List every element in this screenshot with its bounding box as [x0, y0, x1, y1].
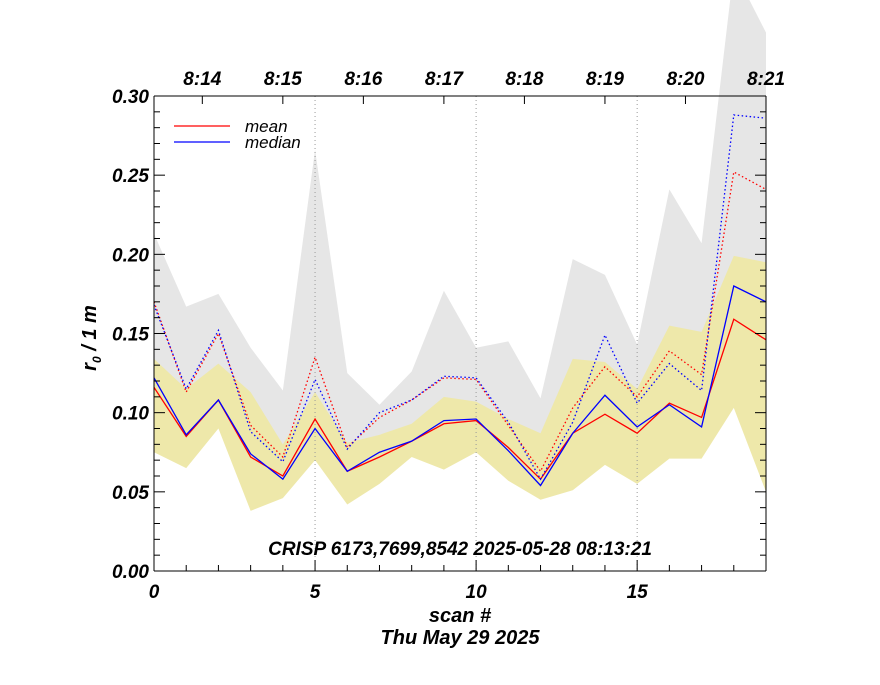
y-axis-label-unit: / 1 m — [79, 305, 101, 356]
bands-layer — [154, 0, 766, 511]
y-tick-label: 0.20 — [112, 245, 149, 266]
y-axis-label: r0 / 1 m — [79, 305, 104, 371]
x-tick-label: 5 — [310, 582, 321, 603]
band-1 — [154, 255, 766, 511]
x-tick-label: 10 — [466, 582, 488, 603]
time-tick-label: 8:18 — [505, 69, 543, 90]
y-tick-label: 0.05 — [112, 483, 149, 504]
time-tick-label: 8:16 — [344, 69, 382, 90]
lines-layer — [154, 114, 766, 487]
legend-label-mean: mean — [245, 117, 288, 136]
series-line-dotted-3 — [154, 114, 766, 481]
y-axis-label-sub: 0 — [90, 356, 104, 363]
x-tick-label: 0 — [149, 582, 160, 603]
x-axis-date-label: Thu May 29 2025 — [381, 627, 541, 649]
series-line-dotted-2 — [154, 170, 766, 473]
legend: mean median — [174, 117, 301, 152]
y-tick-label: 0.10 — [112, 404, 149, 425]
y-axis-label-main: r — [79, 362, 101, 371]
band-0 — [154, 0, 766, 480]
y-tick-label: 0.25 — [112, 166, 149, 187]
axes-layer: 0.00 0.05 0.10 0.15 0.20 0.25 0.30 0 5 10 15 8:14 8:… — [112, 69, 785, 603]
time-tick-label: 8:14 — [183, 69, 221, 90]
legend-label-median: median — [245, 133, 301, 152]
x-axis-label: scan # — [429, 605, 492, 627]
time-tick-label: 8:17 — [425, 69, 464, 90]
time-tick-label: 8:21 — [747, 69, 785, 90]
time-tick-label: 8:15 — [264, 69, 302, 90]
y-tick-label: 0.15 — [112, 325, 149, 346]
series-line-median — [154, 285, 766, 487]
x-tick-label: 15 — [627, 582, 649, 603]
y-tick-label: 0.00 — [112, 562, 149, 583]
y-tick-label: 0.30 — [112, 87, 149, 108]
time-tick-label: 8:20 — [666, 69, 704, 90]
time-tick-label: 8:19 — [586, 69, 624, 90]
chart-annotation: CRISP 6173,7699,8542 2025-05-28 08:13:21 — [268, 539, 652, 560]
